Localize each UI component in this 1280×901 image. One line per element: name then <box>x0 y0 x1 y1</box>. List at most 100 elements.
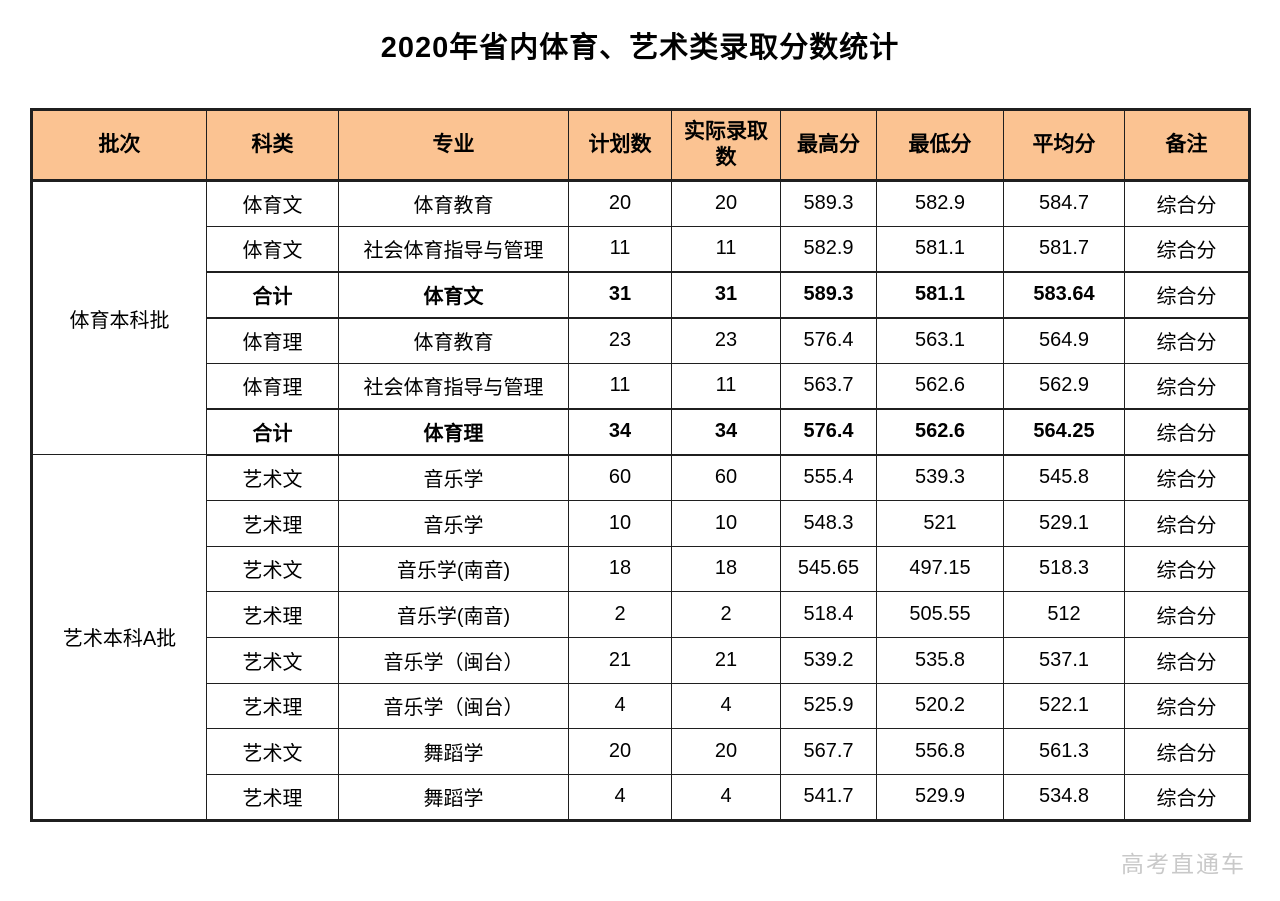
cell-min: 581.1 <box>876 270 1004 319</box>
cell-category: 艺术理 <box>206 499 339 547</box>
table-row-total: 合计 体育文 31 31 589.3 581.1 583.64 综合分 <box>32 270 1250 319</box>
cell-major: 体育教育 <box>338 180 569 227</box>
cell-plan: 20 <box>568 180 672 227</box>
cell-admitted: 60 <box>671 454 781 501</box>
cell-avg: 584.7 <box>1003 180 1125 227</box>
cell-major: 音乐学(南音) <box>338 545 569 593</box>
cell-category: 体育文 <box>206 225 339 273</box>
cell-min: 497.15 <box>876 545 1004 593</box>
cell-min: 581.1 <box>876 225 1004 273</box>
cell-max: 545.65 <box>780 545 877 593</box>
cell-avg: 529.1 <box>1003 499 1125 547</box>
cell-max: 589.3 <box>780 180 877 227</box>
batch-cell-sports: 体育本科批 <box>31 179 207 456</box>
cell-max: 582.9 <box>780 225 877 273</box>
page-title: 2020年省内体育、艺术类录取分数统计 <box>380 32 900 64</box>
cell-note: 综合分 <box>1124 317 1250 364</box>
cell-min: 539.3 <box>876 454 1004 501</box>
cell-plan: 34 <box>568 407 672 456</box>
cell-avg: 561.3 <box>1003 728 1125 775</box>
cell-category: 合计 <box>206 270 339 319</box>
cell-plan: 20 <box>568 728 672 775</box>
header-admitted: 实际录取数 <box>671 109 781 182</box>
cell-plan: 23 <box>568 317 672 364</box>
cell-avg: 545.8 <box>1003 454 1125 501</box>
cell-plan: 11 <box>568 225 672 273</box>
cell-avg: 581.7 <box>1003 225 1125 273</box>
cell-avg: 512 <box>1003 591 1125 638</box>
header-row: 批次 科类 专业 计划数 实际录取数 最高分 最低分 平均分 备注 <box>31 109 1250 182</box>
batch-cell-arts: 艺术本科A批 <box>31 454 207 821</box>
cell-max: 567.7 <box>780 728 877 775</box>
cell-major: 社会体育指导与管理 <box>338 225 569 273</box>
table-row: 艺术理 舞蹈学 4 4 541.7 529.9 534.8 综合分 <box>32 773 1250 821</box>
admission-score-table: 批次 科类 专业 计划数 实际录取数 最高分 最低分 平均分 备注 体育本科批 … <box>30 108 1251 822</box>
cell-category: 艺术理 <box>206 682 339 730</box>
cell-note: 综合分 <box>1124 362 1250 410</box>
cell-min: 556.8 <box>876 728 1004 775</box>
cell-category: 合计 <box>206 407 339 456</box>
cell-note: 综合分 <box>1124 270 1250 319</box>
cell-min: 520.2 <box>876 682 1004 730</box>
cell-plan: 10 <box>568 499 672 547</box>
cell-plan: 2 <box>568 591 672 638</box>
cell-avg: 518.3 <box>1003 545 1125 593</box>
cell-admitted: 20 <box>671 728 781 775</box>
cell-note: 综合分 <box>1124 499 1250 547</box>
cell-admitted: 11 <box>671 225 781 273</box>
table-row: 艺术文 舞蹈学 20 20 567.7 556.8 561.3 综合分 <box>32 728 1250 775</box>
cell-major: 音乐学（闽台） <box>338 682 569 730</box>
cell-major: 音乐学(南音) <box>338 591 569 638</box>
cell-major: 舞蹈学 <box>338 773 569 821</box>
cell-max: 563.7 <box>780 362 877 410</box>
table-row: 体育文 社会体育指导与管理 11 11 582.9 581.1 581.7 综合… <box>32 225 1250 273</box>
cell-major: 体育教育 <box>338 317 569 364</box>
cell-min: 521 <box>876 499 1004 547</box>
cell-admitted: 4 <box>671 773 781 821</box>
cell-note: 综合分 <box>1124 682 1250 730</box>
cell-major: 音乐学 <box>338 454 569 501</box>
cell-note: 综合分 <box>1124 545 1250 593</box>
cell-min: 562.6 <box>876 407 1004 456</box>
cell-min: 563.1 <box>876 317 1004 364</box>
cell-admitted: 23 <box>671 317 781 364</box>
table-row: 艺术理 音乐学(南音) 2 2 518.4 505.55 512 综合分 <box>32 591 1250 638</box>
cell-major: 社会体育指导与管理 <box>338 362 569 410</box>
cell-plan: 21 <box>568 636 672 684</box>
cell-avg: 562.9 <box>1003 362 1125 410</box>
cell-avg: 522.1 <box>1003 682 1125 730</box>
cell-avg: 537.1 <box>1003 636 1125 684</box>
header-plan: 计划数 <box>568 109 672 182</box>
cell-note: 综合分 <box>1124 591 1250 638</box>
cell-avg: 564.9 <box>1003 317 1125 364</box>
cell-max: 576.4 <box>780 317 877 364</box>
cell-admitted: 34 <box>671 407 781 456</box>
cell-admitted: 11 <box>671 362 781 410</box>
cell-avg: 534.8 <box>1003 773 1125 821</box>
cell-note: 综合分 <box>1124 180 1250 227</box>
cell-admitted: 4 <box>671 682 781 730</box>
cell-plan: 60 <box>568 454 672 501</box>
cell-max: 525.9 <box>780 682 877 730</box>
table-row: 体育本科批 体育文 体育教育 20 20 589.3 582.9 584.7 综… <box>31 179 1250 456</box>
cell-note: 综合分 <box>1124 773 1250 821</box>
watermark-text: 高考直通车 <box>1121 851 1246 877</box>
cell-major: 舞蹈学 <box>338 728 569 775</box>
table-row: 艺术文 音乐学(南音) 18 18 545.65 497.15 518.3 综合… <box>32 545 1250 593</box>
cell-admitted: 31 <box>671 270 781 319</box>
table-row: 艺术理 音乐学（闽台） 4 4 525.9 520.2 522.1 综合分 <box>32 682 1250 730</box>
table-row: 艺术文 音乐学（闽台） 21 21 539.2 535.8 537.1 综合分 <box>32 636 1250 684</box>
cell-plan: 31 <box>568 270 672 319</box>
cell-min: 505.55 <box>876 591 1004 638</box>
cell-plan: 18 <box>568 545 672 593</box>
cell-plan: 4 <box>568 773 672 821</box>
cell-note: 综合分 <box>1124 728 1250 775</box>
header-major: 专业 <box>338 109 569 182</box>
cell-min: 562.6 <box>876 362 1004 410</box>
table-row: 艺术理 音乐学 10 10 548.3 521 529.1 综合分 <box>32 499 1250 547</box>
cell-category: 体育理 <box>206 317 339 364</box>
cell-admitted: 18 <box>671 545 781 593</box>
cell-category: 艺术理 <box>206 773 339 821</box>
header-max-score: 最高分 <box>780 109 877 182</box>
cell-category: 体育文 <box>206 180 339 227</box>
